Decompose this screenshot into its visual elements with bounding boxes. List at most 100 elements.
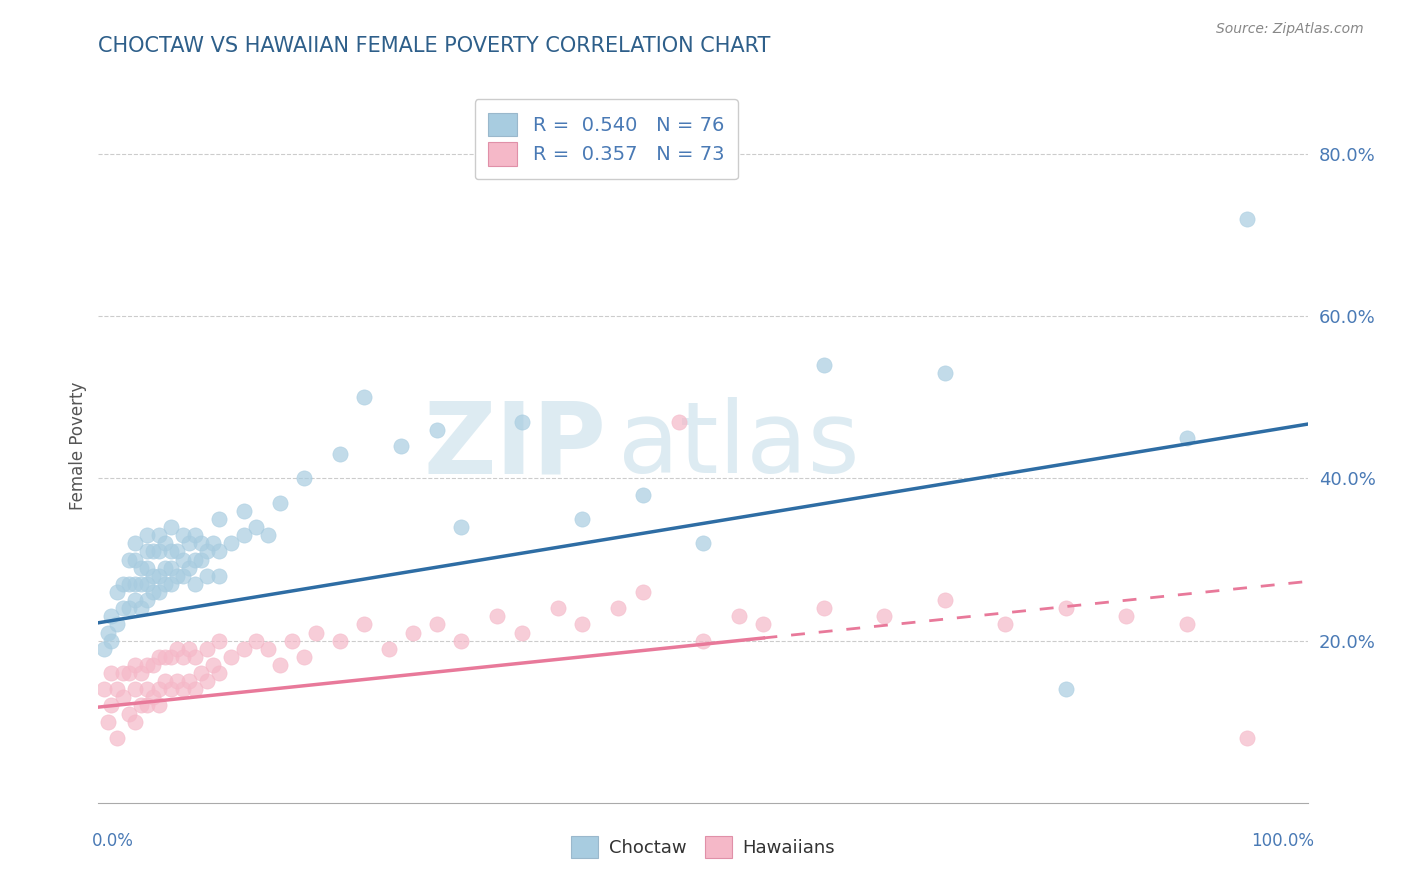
Point [124,577,146,591]
Point [142,657,165,672]
Point [1054,682,1077,697]
Point [135,593,157,607]
Point [221,649,243,664]
Point [195,544,218,558]
Point [93,682,115,697]
Point [269,496,291,510]
Point [450,633,472,648]
Point [97,714,120,729]
Point [994,617,1017,632]
Point [1175,617,1198,632]
Point [160,544,183,558]
Point [329,633,352,648]
Point [111,666,134,681]
Point [100,633,122,648]
Point [148,544,170,558]
Point [873,609,896,624]
Point [105,617,128,632]
Point [124,536,146,550]
Point [377,641,399,656]
Point [208,512,231,526]
Point [105,585,128,599]
Point [571,617,593,632]
Point [166,544,188,558]
Point [353,617,375,632]
Point [305,625,328,640]
Point [195,568,218,582]
Point [142,568,165,582]
Point [160,577,183,591]
Point [547,601,569,615]
Point [179,641,201,656]
Point [160,649,183,664]
Point [208,633,231,648]
Text: Source: ZipAtlas.com: Source: ZipAtlas.com [1216,22,1364,37]
Point [124,593,146,607]
Point [184,682,207,697]
Point [631,488,654,502]
Point [208,666,231,681]
Point [93,641,115,656]
Point [221,536,243,550]
Text: atlas: atlas [619,398,860,494]
Point [232,504,254,518]
Text: CHOCTAW VS HAWAIIAN FEMALE POVERTY CORRELATION CHART: CHOCTAW VS HAWAIIAN FEMALE POVERTY CORRE… [98,36,770,55]
Point [172,682,194,697]
Point [1054,601,1077,615]
Point [269,657,291,672]
Point [148,698,170,713]
Point [142,690,165,705]
Point [129,666,152,681]
Point [292,471,315,485]
Point [100,609,122,624]
Point [129,560,152,574]
Point [111,577,134,591]
Point [172,528,194,542]
Point [353,390,375,404]
Point [172,568,194,582]
Y-axis label: Female Poverty: Female Poverty [69,382,87,510]
Point [97,625,120,640]
Point [934,593,956,607]
Point [631,585,654,599]
Point [166,568,188,582]
Point [135,544,157,558]
Point [813,358,835,372]
Point [292,649,315,664]
Point [148,585,170,599]
Point [245,520,267,534]
Point [135,698,157,713]
Point [281,633,304,648]
Point [124,657,146,672]
Point [486,609,509,624]
Point [571,512,593,526]
Point [124,682,146,697]
Point [124,552,146,566]
Point [402,625,425,640]
Point [118,552,141,566]
Point [195,674,218,689]
Point [190,552,212,566]
Point [105,731,128,745]
Point [752,617,775,632]
Point [124,714,146,729]
Point [105,682,128,697]
Point [153,560,176,574]
Point [100,666,122,681]
Point [172,649,194,664]
Point [153,649,176,664]
Point [118,601,141,615]
Point [129,601,152,615]
Point [1236,211,1258,226]
Point [190,666,212,681]
Point [153,577,176,591]
Point [142,585,165,599]
Point [245,633,267,648]
Text: 100.0%: 100.0% [1250,831,1313,849]
Point [190,536,212,550]
Point [184,552,207,566]
Point [118,706,141,721]
Point [510,415,533,429]
Point [195,641,218,656]
Point [184,577,207,591]
